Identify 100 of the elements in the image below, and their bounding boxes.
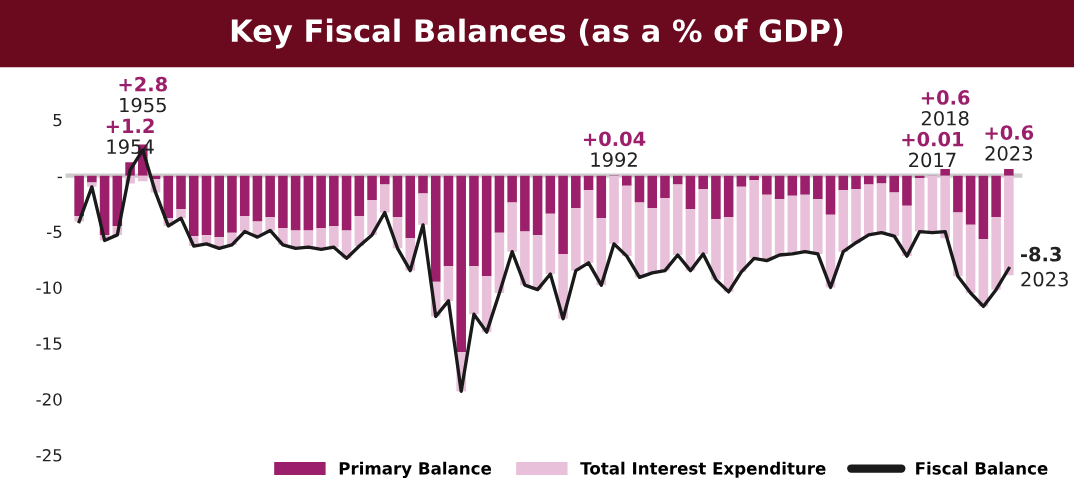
bar	[520, 175, 530, 232]
bar	[647, 175, 658, 209]
bar	[851, 189, 861, 243]
bar	[1004, 175, 1014, 276]
bar	[545, 175, 556, 214]
bar	[863, 175, 874, 185]
bar	[825, 175, 836, 215]
bar	[456, 175, 466, 353]
bar	[685, 175, 696, 210]
bar	[507, 202, 517, 252]
bar	[762, 175, 772, 195]
bar	[609, 175, 619, 244]
bar	[227, 175, 237, 233]
bar	[838, 175, 849, 191]
bar	[571, 208, 581, 271]
bar	[380, 184, 390, 213]
bar	[316, 175, 326, 229]
bar	[889, 175, 899, 193]
bar	[621, 175, 632, 186]
bar	[621, 185, 632, 257]
bar	[303, 230, 314, 248]
bar	[813, 199, 823, 254]
bar	[787, 195, 798, 254]
bar	[940, 175, 950, 239]
bar	[443, 175, 454, 267]
bar	[354, 175, 365, 216]
y-tick-label: -10	[36, 281, 62, 294]
bar	[405, 175, 416, 239]
bar	[774, 175, 785, 200]
bar	[558, 175, 568, 254]
bar	[672, 175, 683, 185]
bar	[418, 193, 428, 225]
bar	[74, 175, 84, 216]
bar	[176, 175, 186, 210]
bar	[953, 175, 963, 213]
y-tick-label: -	[57, 176, 62, 179]
bar	[583, 175, 594, 191]
bar	[138, 175, 148, 182]
bar	[672, 184, 683, 256]
bar	[507, 175, 517, 203]
bar	[991, 217, 1001, 290]
bar	[290, 175, 301, 231]
bar	[749, 180, 759, 259]
bar	[239, 215, 250, 232]
bar	[163, 175, 174, 219]
bar	[532, 175, 543, 235]
bar	[889, 192, 899, 237]
bar	[723, 175, 734, 218]
bar	[863, 184, 874, 235]
bar	[494, 175, 505, 233]
bar	[698, 175, 708, 190]
bar	[800, 175, 810, 195]
bar	[927, 175, 938, 233]
y-tick-label: 5	[53, 113, 62, 127]
bar	[265, 175, 275, 218]
legend-label: Primary Balance	[339, 461, 492, 478]
bar	[736, 175, 747, 187]
y-tick-label: -5	[47, 225, 62, 239]
bar	[762, 194, 772, 261]
bar	[380, 175, 390, 185]
bar	[991, 175, 1001, 218]
bar	[583, 190, 594, 263]
bar	[698, 189, 708, 254]
bar	[660, 175, 670, 199]
bar	[520, 231, 530, 286]
legend-label: Total Interest Expenditure	[580, 461, 826, 478]
y-tick-label: -25	[36, 449, 62, 462]
bar	[367, 175, 377, 201]
bar	[430, 175, 441, 282]
bar	[201, 175, 212, 235]
bar	[188, 175, 199, 237]
bar	[341, 175, 352, 231]
bar	[711, 219, 721, 280]
bar	[660, 198, 670, 271]
data-label: +0.6 2023	[985, 125, 1034, 161]
bar	[214, 175, 224, 238]
bar	[596, 175, 607, 219]
y-tick-label: -15	[36, 337, 62, 350]
bar	[813, 175, 823, 200]
bar	[736, 186, 747, 272]
data-label: -8.3 2023	[1021, 246, 1068, 287]
bar	[953, 212, 963, 277]
bar	[87, 175, 97, 183]
bar	[418, 175, 428, 194]
bar	[774, 199, 785, 256]
data-label: +0.6 2018	[921, 90, 970, 126]
bar	[392, 175, 403, 218]
bar	[176, 209, 186, 219]
bar	[469, 266, 479, 315]
legend-label: Fiscal Balance	[916, 461, 1048, 475]
bar	[838, 190, 849, 252]
chart-title: Key Fiscal Balances (as a % of GDP)	[231, 18, 843, 49]
bar	[545, 213, 556, 275]
bar	[647, 208, 658, 273]
bar	[252, 175, 263, 222]
bar	[443, 266, 454, 301]
bar	[1004, 168, 1014, 176]
bar	[914, 177, 925, 232]
bar	[469, 175, 479, 267]
bar	[87, 182, 97, 187]
